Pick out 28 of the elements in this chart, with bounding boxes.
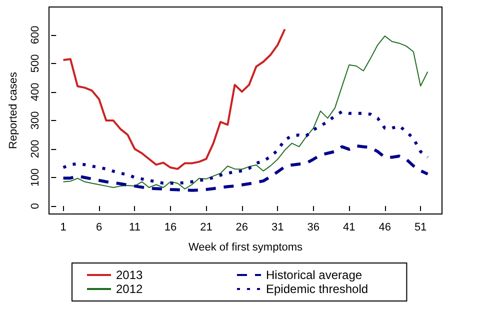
y-tick-label: 200	[30, 140, 42, 158]
x-tick-label: 31	[272, 222, 284, 234]
y-tick-label: 400	[30, 82, 42, 102]
x-tick-label: 36	[307, 222, 320, 234]
x-tick-label: 51	[414, 222, 427, 234]
y-tick-label: 0	[30, 202, 42, 210]
x-tick-label: 41	[342, 222, 356, 234]
x-tick-label: 6	[96, 222, 102, 234]
y-tick-label: 300	[30, 111, 42, 130]
y-tick-label: 100	[30, 168, 42, 187]
legend-label: 2013	[116, 268, 144, 282]
legend-label: Epidemic threshold	[266, 282, 368, 296]
legend-label: Historical average	[266, 268, 362, 282]
x-axis-title: Week of first symptoms	[188, 242, 304, 254]
y-tick-label: 500	[30, 54, 42, 73]
x-tick-label: 11	[129, 222, 140, 234]
x-tick-label: 16	[164, 222, 177, 234]
x-tick-label: 26	[236, 222, 248, 234]
legend-label: 2012	[116, 282, 144, 296]
x-tick-label: 46	[378, 222, 391, 234]
x-tick-label: 21	[200, 222, 212, 234]
y-tick-label: 600	[30, 26, 42, 44]
x-tick-label: 1	[60, 222, 66, 234]
y-axis-title: Reported cases	[8, 71, 20, 150]
line-series	[62, 36, 428, 190]
line-series	[62, 28, 286, 170]
line-series	[62, 144, 430, 192]
line-series	[62, 110, 430, 185]
